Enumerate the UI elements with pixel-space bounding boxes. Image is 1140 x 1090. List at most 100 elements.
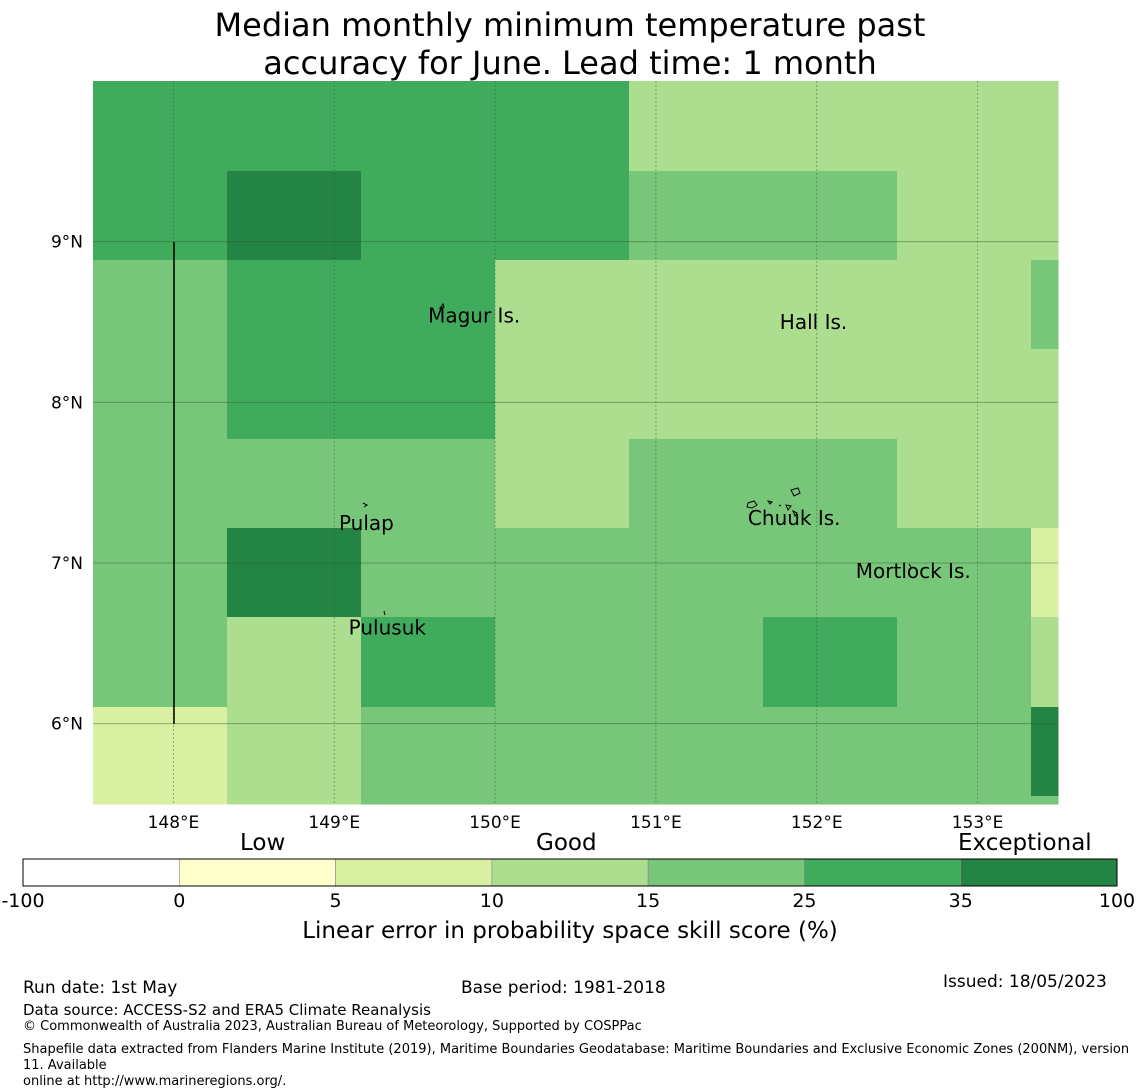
place-label: Hall Is. [780,310,847,334]
skill-cell [93,260,228,350]
colorbar-tick-label: 10 [479,890,504,912]
colorbar-title: Linear error in probability space skill … [302,918,838,944]
colorbar-tick-label: 35 [948,890,973,912]
skill-cell [629,171,764,261]
skill-cell [495,81,630,172]
skill-cell [1031,796,1059,805]
skill-cell [629,796,764,805]
skill-cell [361,439,496,529]
colorbar-tick-label: -100 [1,890,45,912]
island-outline [438,302,445,309]
skill-cell [629,349,764,440]
lat-tick-label: 7°N [51,554,83,574]
skill-cell [1031,171,1059,261]
skill-cell [93,617,228,708]
skill-cell [361,349,496,440]
skill-cell [93,171,228,261]
colorbar-bin [804,858,962,887]
lon-tick-label: 152°E [791,813,843,833]
skill-cell [495,171,630,261]
skill-cell [361,796,496,805]
skill-cell [897,617,1032,708]
island-outlines [362,302,912,616]
place-label: Pulap [339,511,394,535]
place-label: Chuuk Is. [748,506,841,530]
axis-ticks: 148°E 149°E 150°E 151°E 152°E 153°E 9°N 8°N 7°N 6… [51,233,1003,833]
skill-cell [361,260,496,350]
lon-tick-label: 153°E [952,813,1004,833]
lat-tick-label: 6°N [51,715,83,735]
skill-cell [93,796,228,805]
skill-cell [763,439,898,529]
skill-cell [897,439,1032,529]
lat-tick-label: 9°N [51,233,83,253]
colorbar-bin [178,858,336,887]
skill-cell [93,349,228,440]
colorbar-tick-label: 100 [1098,890,1136,912]
skill-cell [763,528,898,618]
skill-cell [897,349,1032,440]
category-exceptional: Exceptional [958,830,1092,856]
issued-date: Issued: 18/05/2023 [943,972,1107,992]
skill-cell [361,171,496,261]
skill-cell [1031,349,1059,440]
graticule [93,81,1058,804]
skill-cell [1031,707,1059,797]
skill-cell [629,707,764,797]
shapefile-credit-line-2: online at http://www.marineregions.org/. [23,1074,287,1089]
colorbar-bin [960,858,1118,887]
island-outline [790,487,801,497]
shapefile-credit-line-1: Shapefile data extracted from Flanders M… [23,1042,1130,1073]
skill-cell [495,439,630,529]
skill-cell [1031,528,1059,618]
skill-cell [629,81,764,172]
skill-cell [227,260,362,350]
title-line-2: accuracy for June. Lead time: 1 month [263,44,877,82]
skill-cell [629,260,764,350]
skill-cell [93,439,228,529]
skill-cell [227,171,362,261]
island-outline [766,500,773,505]
skill-cell [361,528,496,618]
skill-cell [495,260,630,350]
skill-cell [629,617,764,708]
island-outline [746,500,758,509]
skill-cell [763,171,898,261]
colorbar-bin [647,858,805,887]
skill-cell [361,81,496,172]
skill-cell [629,528,764,618]
skill-cell [227,796,362,805]
skill-cell [1031,260,1059,350]
skill-cell [227,349,362,440]
skill-cell [227,707,362,797]
skill-cell [495,528,630,618]
data-source: Data source: ACCESS-S2 and ERA5 Climate … [23,1001,431,1019]
skill-cell [897,171,1032,261]
skill-cell [763,617,898,708]
map-title: Median monthly minimum temperature past … [0,6,1140,82]
skill-cell [1031,617,1059,708]
island-outline [383,610,386,616]
colorbar-bin [491,858,649,887]
skill-cell [495,349,630,440]
skill-cell [361,617,496,708]
colorbar-frame [22,858,1118,887]
lon-tick-label: 151°E [630,813,682,833]
skill-cell [763,796,898,805]
skill-cell [227,81,362,172]
skill-cell [93,528,228,618]
lon-tick-label: 150°E [469,813,521,833]
lat-tick-label: 8°N [51,393,83,413]
skill-cell [93,707,228,797]
place-label: Mortlock Is. [856,559,971,583]
skill-cell [897,81,1032,172]
skill-cell [763,707,898,797]
island-outline [908,563,912,568]
run-date: Run date: 1st May [23,978,178,998]
skill-cell [93,81,228,172]
skill-cell [227,528,362,618]
skill-cell [495,707,630,797]
skill-cell [897,796,1032,805]
island-outline [778,504,782,507]
skill-cell [897,707,1032,797]
